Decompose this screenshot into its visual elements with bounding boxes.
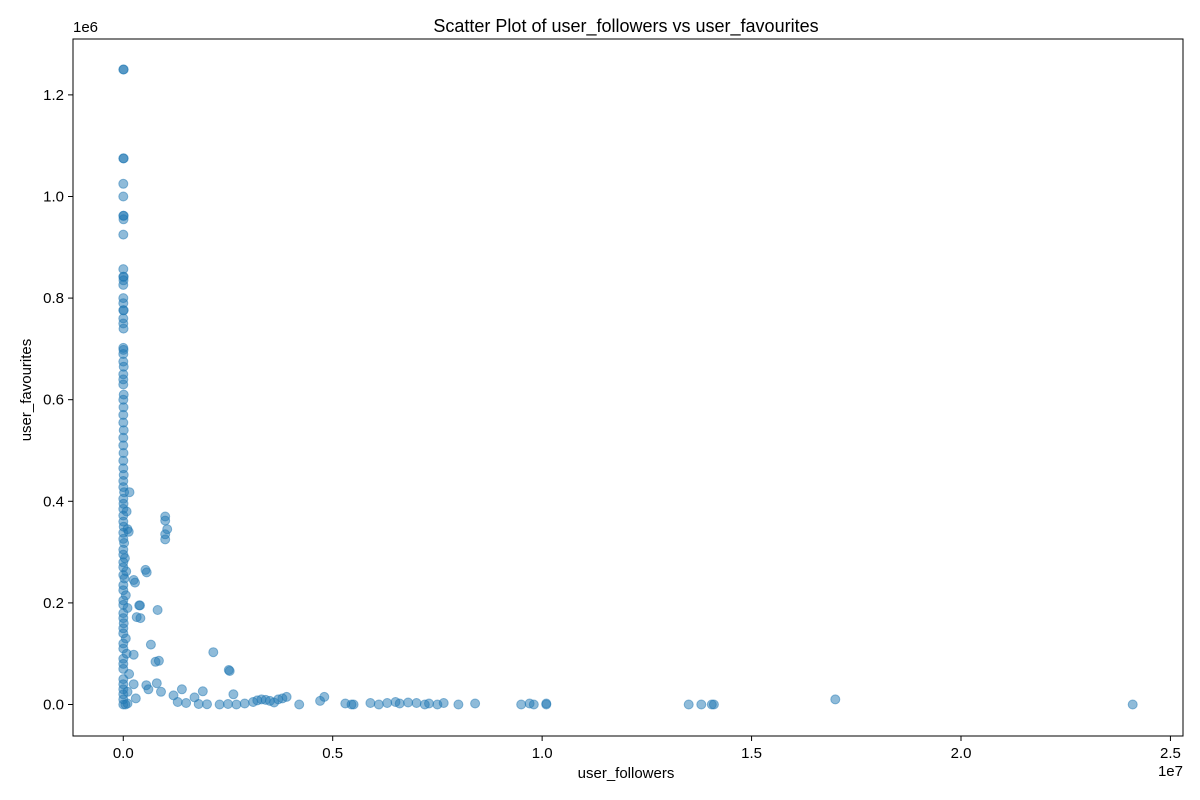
scatter-point [281,691,292,702]
scatter-point [365,698,376,708]
chart-title: Scatter Plot of user_followers vs user_f… [433,16,818,37]
y-tick-label: 1.2 [43,87,64,104]
y-axis: 0.0 0.2 0.4 0.6 0.8 1.0 1.2 [43,87,73,714]
scatter-point [394,698,405,709]
scatter-point [411,698,422,708]
scatter-point [319,691,330,702]
scatter-point [143,684,154,695]
scatter-point [403,697,414,708]
y-tick-label: 0.0 [43,697,64,714]
scatter-point [118,323,129,334]
scatter-point [130,693,141,704]
scatter-point [294,699,305,710]
scatter-point [683,699,694,710]
scatter-point [151,678,162,689]
scatter-point [153,655,164,666]
scatter-point [382,698,393,708]
y-tick-label: 0.4 [43,493,64,510]
y-offset-label: 1e6 [73,19,98,36]
scatter-point [128,679,139,690]
scatter-point [118,229,129,240]
scatter-point [541,698,552,709]
scatter-point [124,487,135,498]
scatter-point [118,214,129,225]
scatter-point [128,649,139,660]
scatter-point [118,279,129,290]
y-tick-label: 0.8 [43,290,64,307]
scatter-point [696,699,707,710]
scatter-point [202,699,212,710]
plot-frame [72,38,1184,737]
scatter-point [118,191,129,202]
scatter-point [130,577,140,588]
scatter-point [516,699,527,710]
scatter-point [181,698,192,708]
x-tick-label: 2.0 [951,745,972,762]
scatter-point [152,605,163,615]
scatter-point [141,567,152,578]
scatter-point [145,639,156,650]
scatter-point [156,686,166,697]
x-tick-label: 1.0 [532,745,553,762]
scatter-point [118,153,129,164]
x-tick-label: 0.0 [113,745,134,762]
scatter-point [197,686,208,697]
scatter-point [176,684,187,695]
x-axis-label: user_followers [578,765,675,782]
scatter-point [122,698,133,709]
y-axis-label: user_favourites [18,339,35,442]
scatter-point [172,697,183,707]
scatter-point [528,699,539,710]
scatter-point [224,666,235,676]
scatter-point [424,698,434,709]
scatter-point [118,379,129,390]
scatter-point [214,699,225,710]
y-tick-label: 0.2 [43,595,64,612]
scatter-point [830,694,841,705]
x-tick-label: 0.5 [322,745,343,762]
x-axis: 0.0 0.5 1.0 1.5 2.0 2.5 [113,736,1181,762]
scatter-point [208,647,219,658]
x-tick-label: 1.5 [741,745,762,762]
scatter-point [228,689,239,700]
scatter-point [231,699,242,710]
scatter-point [223,699,233,709]
scatter-point [470,698,481,709]
scatter-point [373,699,384,710]
scatter-point [118,178,129,189]
scatter-point [193,699,204,709]
y-tick-label: 0.6 [43,392,64,409]
points-layer [118,64,1138,710]
scatter-point [438,698,449,708]
scatter-point [348,699,359,710]
scatter-point [160,534,171,545]
scatter-point [708,699,719,710]
scatter-point [118,64,129,75]
scatter-point [239,698,250,709]
y-tick-label: 1.0 [43,188,64,205]
scatter-point [160,515,171,526]
x-tick-label: 2.5 [1160,745,1181,762]
scatter-point [135,613,146,624]
x-offset-label: 1e7 [1158,763,1183,780]
scatter-point [135,600,145,611]
scatter-point [122,686,133,697]
scatter-point [162,524,173,535]
scatter-point [453,699,464,710]
scatter-point [1127,699,1138,710]
